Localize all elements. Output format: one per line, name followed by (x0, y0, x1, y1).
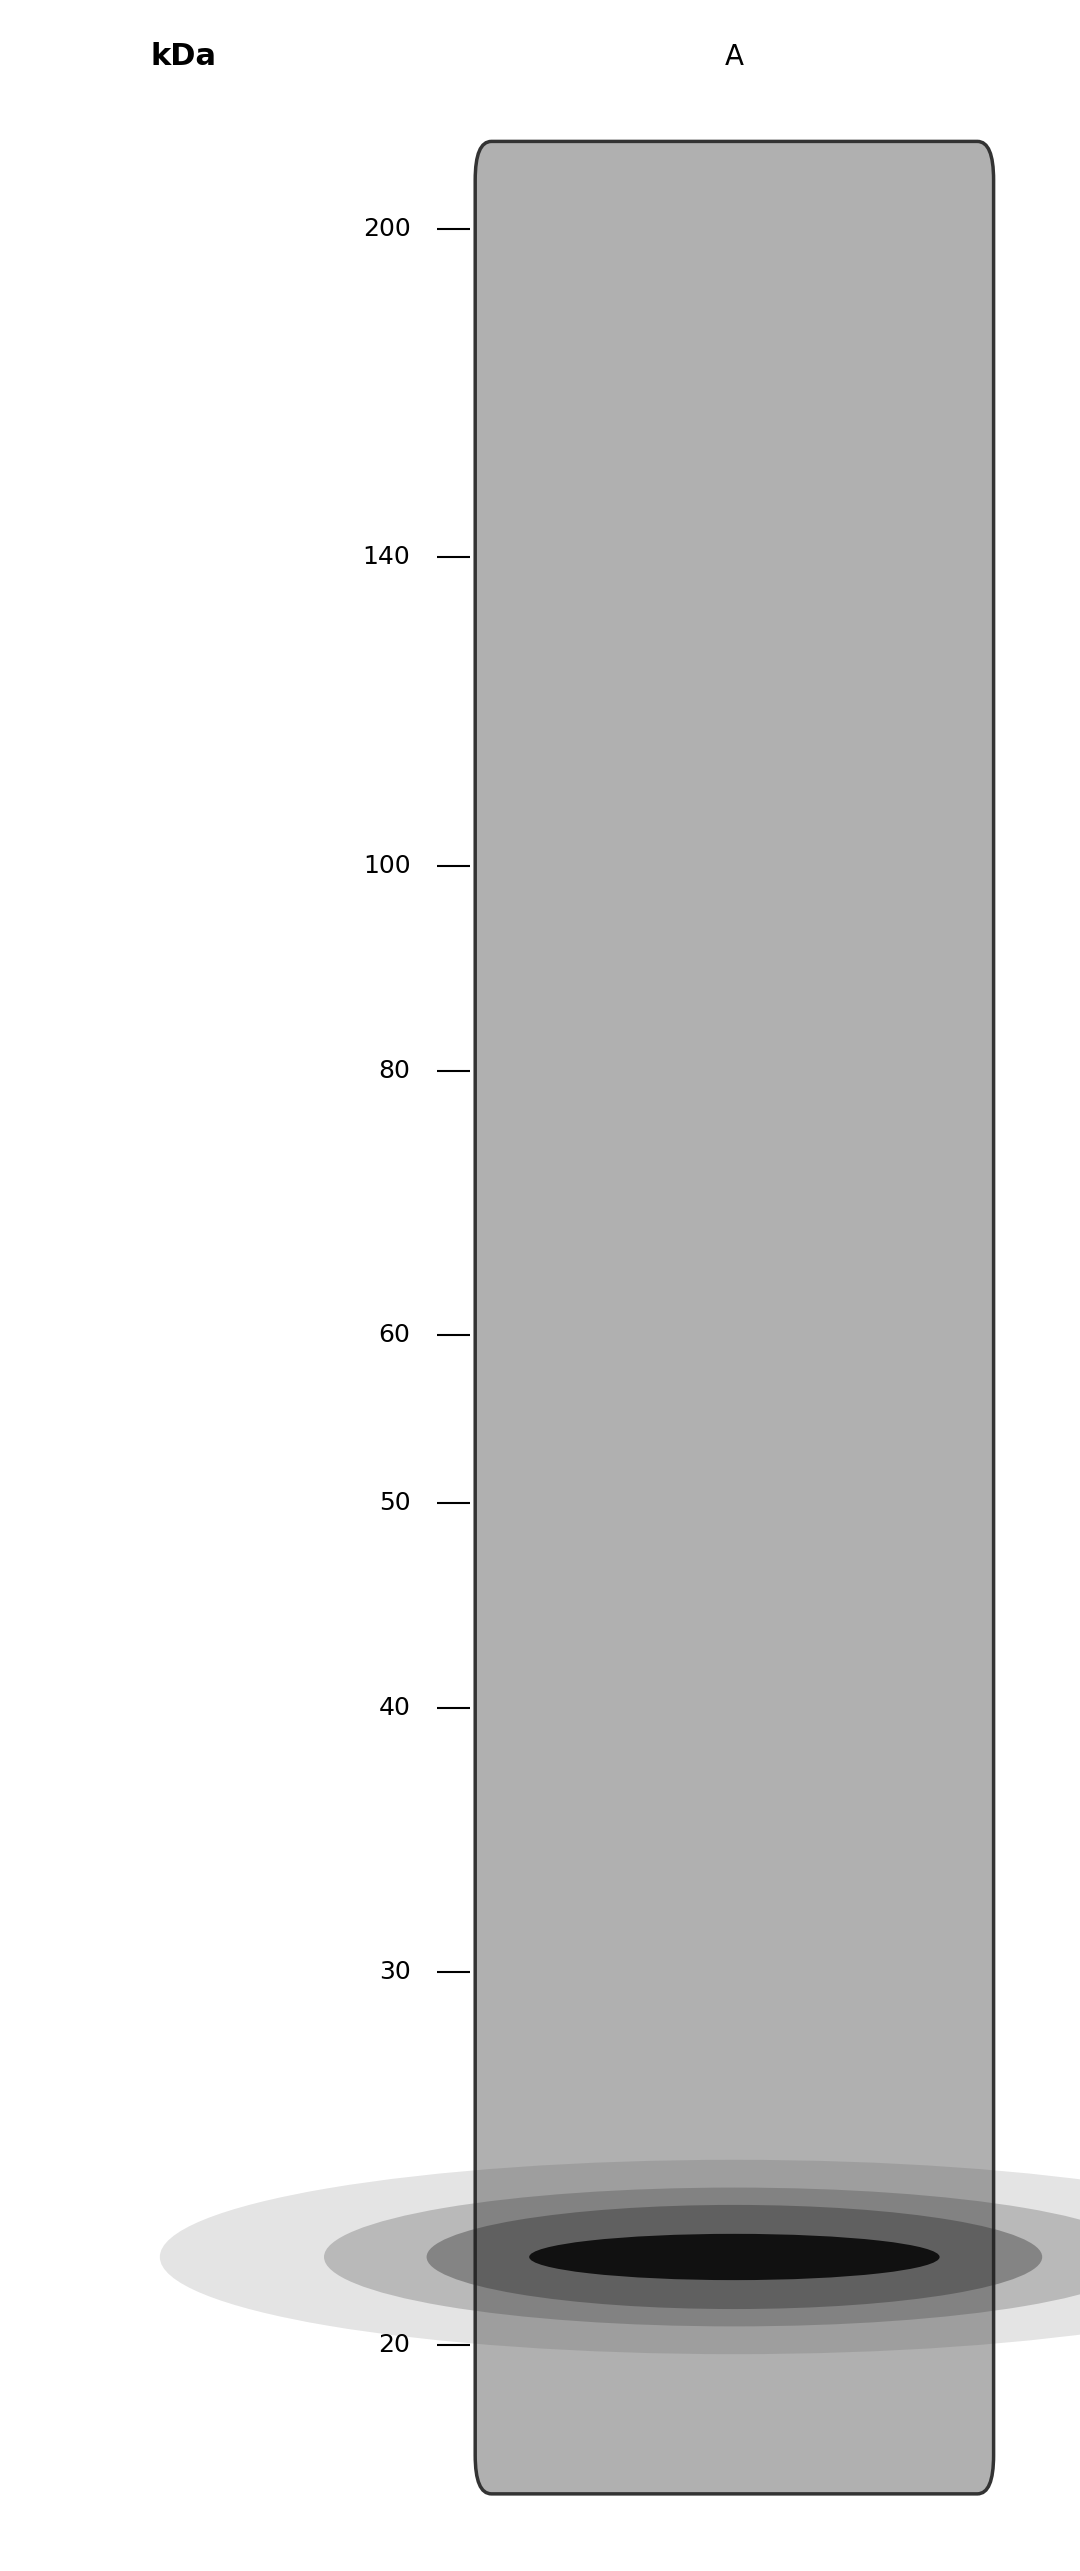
Text: 140: 140 (363, 545, 410, 568)
Text: 60: 60 (378, 1324, 410, 1347)
Text: 200: 200 (363, 216, 410, 242)
Text: kDa: kDa (150, 41, 217, 72)
Ellipse shape (427, 2206, 1042, 2309)
Text: 20: 20 (378, 2332, 410, 2358)
Text: 40: 40 (378, 1697, 410, 1720)
Ellipse shape (529, 2234, 940, 2280)
Ellipse shape (160, 2160, 1080, 2355)
Text: 80: 80 (378, 1059, 410, 1082)
Text: 30: 30 (379, 1959, 410, 1985)
FancyBboxPatch shape (475, 141, 994, 2494)
Text: 50: 50 (379, 1491, 410, 1514)
Ellipse shape (324, 2188, 1080, 2327)
Text: 100: 100 (363, 854, 410, 877)
Text: A: A (725, 44, 744, 69)
